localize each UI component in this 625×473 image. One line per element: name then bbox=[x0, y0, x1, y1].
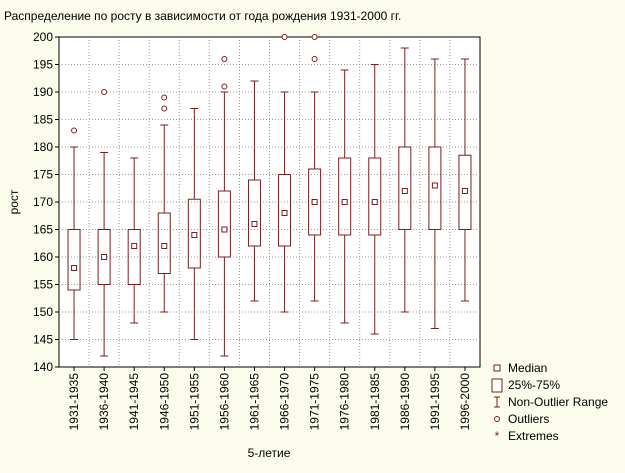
median-marker bbox=[461, 188, 468, 194]
box-iqr bbox=[278, 174, 292, 247]
x-tick-label: 1991-1995 bbox=[428, 373, 442, 431]
box-iqr bbox=[187, 198, 201, 269]
legend-label: 25%-75% bbox=[508, 378, 560, 392]
legend-label: Extremes bbox=[508, 429, 559, 443]
box-iqr bbox=[157, 212, 171, 274]
x-tick-label: 1971-1975 bbox=[308, 373, 322, 431]
box-group bbox=[67, 127, 81, 340]
box-iqr bbox=[127, 229, 141, 285]
box-iqr bbox=[217, 190, 231, 258]
x-tick-label: 1966-1970 bbox=[278, 373, 292, 431]
box-iqr bbox=[67, 229, 81, 291]
boxes bbox=[67, 34, 472, 357]
legend-median-symbol bbox=[493, 364, 501, 372]
median-marker bbox=[251, 221, 258, 227]
box-iqr bbox=[428, 146, 442, 230]
legend-outlier-symbol bbox=[494, 416, 500, 422]
outlier-point bbox=[311, 56, 318, 62]
y-tick-label: 145 bbox=[33, 333, 53, 347]
outlier-point bbox=[221, 56, 228, 62]
median-marker bbox=[191, 232, 198, 238]
y-tick-label: 175 bbox=[33, 168, 53, 182]
grid-lines bbox=[59, 37, 480, 367]
box-group bbox=[247, 80, 261, 302]
legend-extreme-symbol: * bbox=[495, 429, 500, 443]
x-tick-label: 1961-1965 bbox=[247, 373, 261, 431]
y-tick-label: 185 bbox=[33, 113, 53, 127]
box-group bbox=[338, 69, 352, 324]
x-tick-label: 1986-1990 bbox=[398, 373, 412, 431]
x-axis: 1931-1935 1936-1940 1941-1945 1946-1950 1951… bbox=[67, 367, 472, 430]
outlier-point bbox=[311, 34, 318, 40]
box-group bbox=[308, 34, 322, 302]
box-group bbox=[97, 89, 111, 357]
outlier-point bbox=[161, 94, 168, 101]
x-tick-label: 1931-1935 bbox=[67, 373, 81, 431]
box-iqr bbox=[338, 157, 352, 236]
legend: Median 25%-75% Non-Outlier Range Outliers * E… bbox=[491, 361, 608, 443]
x-tick-label: 1951-1955 bbox=[187, 373, 201, 431]
y-axis: 140 145 150 155 160 165 170 175 180 185 190 195 200 bbox=[33, 30, 59, 374]
outlier-point bbox=[161, 105, 168, 112]
box-iqr bbox=[398, 146, 412, 230]
x-tick-label: 1996-2000 bbox=[458, 373, 472, 431]
y-tick-label: 200 bbox=[33, 30, 53, 44]
box-iqr bbox=[458, 154, 472, 230]
box-iqr bbox=[308, 168, 322, 236]
median-marker bbox=[341, 199, 348, 205]
median-marker bbox=[281, 210, 288, 216]
box-group bbox=[428, 58, 442, 329]
legend-label: Outliers bbox=[508, 412, 549, 426]
y-tick-label: 190 bbox=[33, 85, 53, 99]
y-tick-label: 180 bbox=[33, 140, 53, 154]
y-axis-label: рост bbox=[7, 189, 21, 214]
median-marker bbox=[401, 188, 408, 194]
box-group bbox=[368, 64, 382, 335]
box-group bbox=[458, 58, 472, 302]
outlier-point bbox=[221, 83, 228, 90]
box-group bbox=[217, 56, 231, 357]
outlier-point bbox=[101, 89, 108, 95]
x-tick-label: 1946-1950 bbox=[157, 373, 171, 431]
y-tick-label: 165 bbox=[33, 223, 53, 237]
x-tick-label: 1976-1980 bbox=[338, 373, 352, 431]
legend-label: Non-Outlier Range bbox=[508, 395, 608, 409]
legend-box-symbol bbox=[491, 378, 503, 393]
box-group bbox=[157, 94, 171, 313]
median-marker bbox=[71, 265, 78, 271]
legend-label: Median bbox=[508, 361, 547, 375]
box-iqr bbox=[97, 229, 111, 285]
median-marker bbox=[131, 243, 138, 249]
box-iqr bbox=[247, 179, 261, 247]
chart-title: Распределение по росту в зависимости от … bbox=[4, 9, 401, 23]
median-marker bbox=[371, 199, 378, 205]
y-tick-label: 160 bbox=[33, 250, 53, 264]
box-iqr bbox=[368, 157, 382, 236]
box-group bbox=[187, 108, 201, 340]
median-marker bbox=[221, 226, 228, 233]
median-marker bbox=[161, 243, 168, 249]
box-group bbox=[127, 157, 141, 324]
box-group bbox=[278, 34, 292, 313]
y-tick-label: 155 bbox=[33, 278, 53, 292]
x-axis-label: 5-летие bbox=[248, 446, 291, 460]
y-tick-label: 195 bbox=[33, 58, 53, 72]
box-group bbox=[398, 47, 412, 313]
y-tick-label: 140 bbox=[33, 360, 53, 374]
median-marker bbox=[101, 254, 108, 260]
outlier-point bbox=[281, 34, 288, 40]
y-tick-label: 150 bbox=[33, 305, 53, 319]
median-marker bbox=[431, 182, 438, 189]
x-tick-label: 1956-1960 bbox=[217, 373, 231, 431]
x-tick-label: 1936-1940 bbox=[97, 373, 111, 431]
x-tick-label: 1941-1945 bbox=[127, 373, 141, 431]
x-tick-label: 1981-1985 bbox=[368, 373, 382, 431]
outlier-point bbox=[71, 127, 78, 134]
y-tick-label: 170 bbox=[33, 195, 53, 209]
median-marker bbox=[311, 199, 318, 205]
